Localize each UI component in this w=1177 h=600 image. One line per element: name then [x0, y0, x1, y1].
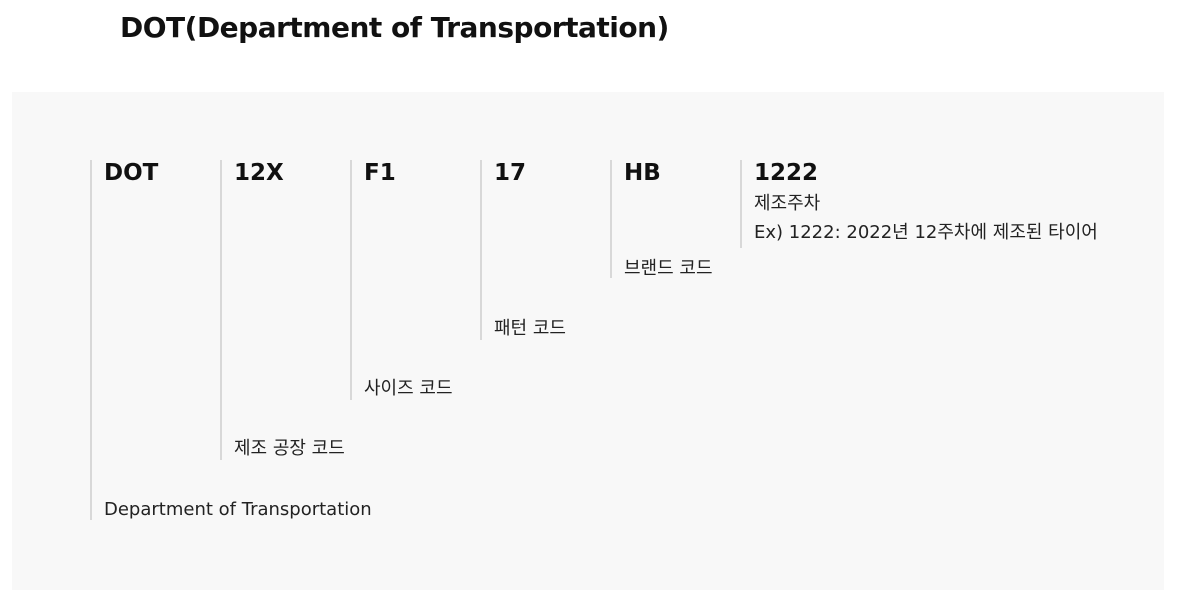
segment-size: F1 사이즈 코드 [350, 160, 453, 400]
segment-week: 1222 제조주차 Ex) 1222: 2022년 12주차에 제조된 타이어 [740, 160, 1098, 248]
segment-desc-factory: 제조 공장 코드 [234, 438, 345, 459]
segment-code-pattern: 17 [494, 160, 527, 186]
segment-code-brand: HB [624, 160, 661, 186]
segment-desc-brand: 브랜드 코드 [624, 258, 713, 279]
segment-code-factory: 12X [234, 160, 284, 186]
page-title: DOT(Department of Transportation) [120, 11, 669, 44]
segment-code-week: 1222 [754, 160, 819, 186]
segment-pattern: 17 패턴 코드 [480, 160, 566, 340]
segment-desc-week: 제조주차 [754, 193, 821, 214]
dot-code-diagram: DOT Department of Transportation 12X 제조 … [12, 92, 1164, 590]
segment-code-dot: DOT [104, 160, 159, 186]
segment-desc-pattern: 패턴 코드 [494, 318, 566, 339]
segment-dot: DOT Department of Transportation [90, 160, 372, 520]
segment-example-week: Ex) 1222: 2022년 12주차에 제조된 타이어 [754, 222, 1098, 243]
segment-factory: 12X 제조 공장 코드 [220, 160, 345, 460]
segment-desc-size: 사이즈 코드 [364, 378, 453, 399]
segment-brand: HB 브랜드 코드 [610, 160, 713, 279]
segment-desc-dot: Department of Transportation [104, 499, 372, 520]
segment-code-size: F1 [364, 160, 396, 186]
